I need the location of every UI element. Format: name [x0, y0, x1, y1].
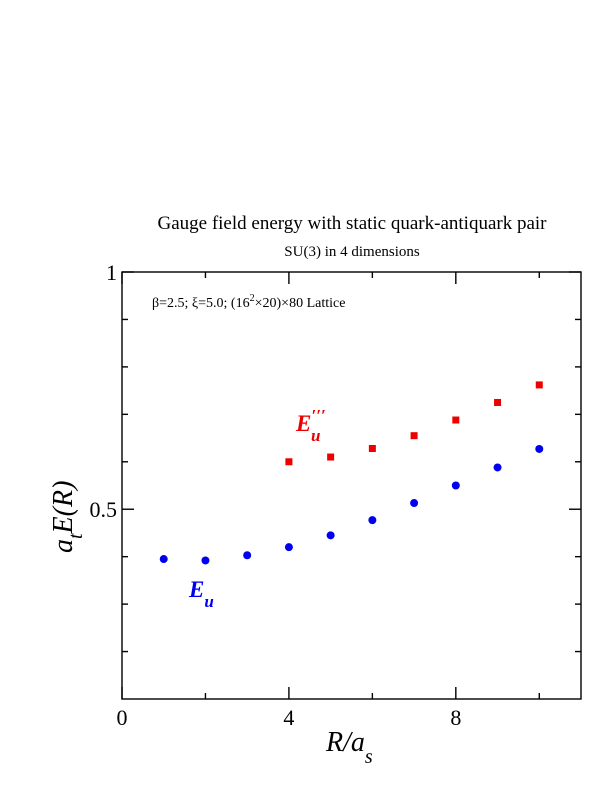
- data-point-square: [494, 398, 502, 406]
- chart-title: Gauge field energy with static quark-ant…: [157, 213, 547, 234]
- series-label-e-u-prime: E′′′ u: [295, 406, 326, 445]
- lattice-annotation: β=2.5; ξ=5.0; (162×20)×80 Lattice: [152, 293, 345, 311]
- data-point-circle: [451, 481, 460, 490]
- y-axis-label-rest: E(R): [48, 481, 79, 535]
- y-axis-label: atE(R): [48, 481, 87, 553]
- y-tick-label: 1: [106, 260, 117, 285]
- data-points: [159, 381, 544, 565]
- data-point-circle: [201, 556, 210, 565]
- data-point-circle: [159, 555, 168, 564]
- y-axis-label-main: a: [48, 539, 79, 553]
- series-label-e-u: Eu: [188, 577, 214, 611]
- series-label-e-u-prime-main: E: [295, 411, 311, 436]
- lattice-annotation-pre: β=2.5; ξ=5.0; (16: [152, 296, 250, 311]
- y-axis-label-sub: t: [65, 533, 87, 539]
- series-label-e-u-sub: u: [204, 592, 213, 611]
- data-point-circle: [368, 516, 377, 525]
- series-label-e-u-main: E: [188, 577, 204, 602]
- data-point-circle: [326, 531, 335, 540]
- x-axis-label-main: R/a: [325, 727, 365, 758]
- data-point-square: [368, 444, 376, 452]
- x-axis-label: R/as: [325, 727, 373, 768]
- data-point-square: [410, 432, 418, 440]
- data-point-circle: [535, 444, 544, 453]
- lattice-annotation-sup: 2: [250, 293, 255, 304]
- axis-tick-labels: 0 4 8 0.5 1: [90, 260, 462, 730]
- data-point-square: [327, 453, 335, 461]
- x-tick-label: 0: [117, 705, 128, 730]
- x-tick-label: 4: [283, 705, 294, 730]
- y-tick-label: 0.5: [90, 497, 118, 522]
- data-point-square: [535, 381, 543, 389]
- data-point-circle: [410, 499, 419, 508]
- lattice-annotation-post: ×20)×80 Lattice: [255, 296, 346, 311]
- data-point-square: [285, 458, 293, 466]
- x-tick-label: 8: [450, 705, 461, 730]
- axis-ticks: [121, 271, 581, 699]
- data-point-square: [452, 416, 460, 424]
- data-point-circle: [243, 551, 252, 560]
- x-axis-label-sub: s: [365, 746, 373, 768]
- chart-subtitle: SU(3) in 4 dimensions: [284, 244, 420, 260]
- plot-frame: [121, 271, 582, 700]
- data-point-circle: [493, 463, 502, 472]
- series-label-e-u-prime-sub: u: [311, 426, 320, 445]
- series-label-e-u-prime-sup: ′′′: [311, 406, 325, 425]
- data-point-circle: [284, 543, 293, 552]
